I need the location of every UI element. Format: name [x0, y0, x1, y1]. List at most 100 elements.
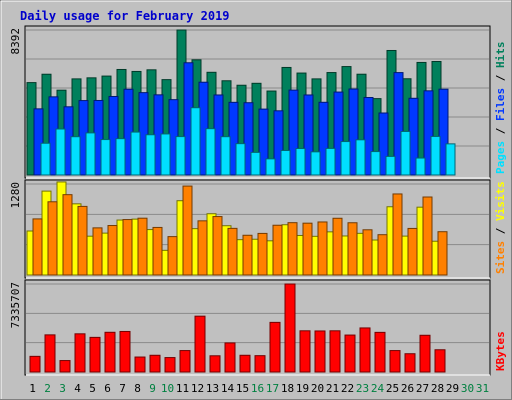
bar-pages-day-20 [325, 147, 336, 176]
bar-pages-day-19 [310, 151, 321, 176]
bar-kbytes-day-14 [224, 342, 236, 373]
bar-kbytes-day-16 [254, 355, 266, 373]
legend-item-sep: / [494, 221, 507, 241]
bar-kbytes-day-25 [389, 350, 401, 373]
bar-sites-day-19 [302, 222, 313, 276]
x-tick-label-day-25: 25 [386, 382, 399, 395]
bar-sites-day-11 [182, 185, 193, 276]
x-tick-label-day-20: 20 [311, 382, 324, 395]
bar-files-day-20 [318, 101, 329, 176]
bar-kbytes-day-10 [164, 357, 176, 373]
bar-sites-day-23 [362, 229, 373, 276]
x-tick-label-day-10: 10 [161, 382, 174, 395]
bar-sites-day-4 [77, 205, 88, 276]
x-tick-label-day-18: 18 [281, 382, 294, 395]
x-tick-label-day-17: 17 [266, 382, 279, 395]
bar-sites-day-15 [242, 234, 253, 276]
x-tick-label-day-9: 9 [149, 382, 156, 395]
legend-item-kbytes: KBytes [494, 331, 507, 371]
x-tick-label-day-7: 7 [119, 382, 126, 395]
x-tick-label-day-27: 27 [416, 382, 429, 395]
bar-sites-day-10 [167, 236, 178, 276]
bar-pages-day-17 [280, 149, 291, 176]
bar-pages-day-6 [115, 138, 126, 176]
bar-kbytes-day-2 [44, 334, 56, 373]
bar-sites-day-24 [377, 234, 388, 276]
bar-files-day-22 [348, 88, 359, 176]
bar-pages-day-23 [370, 151, 381, 176]
bar-files-day-24 [378, 112, 389, 176]
bar-kbytes-day-18 [284, 283, 296, 373]
x-tick-label-day-12: 12 [191, 382, 204, 395]
panel-visits-sites: 1280 Sites / Visits [9, 179, 507, 279]
bar-kbytes-day-26 [404, 353, 416, 373]
panel-kbytes: 7335707 KBytes [9, 279, 507, 376]
x-tick-label-day-24: 24 [371, 382, 385, 395]
bar-files-day-28 [438, 88, 449, 176]
bar-sites-day-28 [437, 231, 448, 276]
bar-kbytes-day-23 [359, 327, 371, 373]
y-max-label-kbytes: 7335707 [9, 282, 22, 328]
legend-item-hits: Hits [494, 42, 507, 69]
bar-pages-day-10 [175, 136, 186, 176]
legend-kbytes: KBytes [494, 331, 507, 371]
bar-files-day-25 [393, 72, 404, 176]
x-tick-label-day-23: 23 [356, 382, 369, 395]
x-tick-label-day-19: 19 [296, 382, 309, 395]
bar-sites-day-1 [32, 218, 43, 276]
bar-sites-day-27 [422, 196, 433, 276]
chart-title: Daily usage for February 2019 [20, 9, 230, 23]
bar-sites-day-7 [122, 219, 133, 276]
legend-visits-sites: Sites / Visits [494, 181, 507, 274]
bar-sites-day-12 [197, 220, 208, 276]
bar-pages-day-8 [145, 134, 156, 176]
bar-pages-day-11 [190, 107, 201, 176]
x-tick-label-day-26: 26 [401, 382, 414, 395]
bar-pages-day-27 [430, 135, 441, 176]
bar-kbytes-day-28 [434, 349, 446, 373]
bar-kbytes-day-4 [74, 333, 86, 373]
bar-kbytes-day-12 [194, 315, 206, 373]
x-tick-label-day-22: 22 [341, 382, 354, 395]
bar-pages-day-22 [355, 139, 366, 176]
x-tick-label-day-4: 4 [74, 382, 81, 395]
bar-sites-day-21 [332, 217, 343, 276]
x-tick-label-day-11: 11 [176, 382, 189, 395]
x-tick-label-day-15: 15 [236, 382, 249, 395]
bar-pages-day-15 [250, 151, 261, 176]
bar-sites-day-13 [212, 216, 223, 276]
bar-kbytes-day-21 [329, 330, 341, 373]
bar-files-day-21 [333, 91, 344, 176]
bar-files-day-6 [108, 95, 119, 176]
bar-kbytes-day-9 [149, 354, 161, 373]
bar-pages-day-18 [295, 148, 306, 176]
bar-sites-day-25 [392, 193, 403, 276]
bar-kbytes-day-17 [269, 321, 281, 373]
bar-sites-day-9 [152, 226, 163, 276]
legend-item-pages: Pages [494, 141, 507, 174]
bar-files-day-18 [288, 89, 299, 176]
bar-kbytes-day-19 [299, 330, 311, 373]
x-tick-label-day-28: 28 [431, 382, 444, 395]
x-tick-label-day-1: 1 [29, 382, 36, 395]
x-tick-label-day-13: 13 [206, 382, 219, 395]
bar-kbytes-day-3 [59, 360, 71, 373]
bar-pages-day-3 [70, 136, 81, 176]
bar-sites-day-20 [317, 221, 328, 276]
bar-files-day-19 [303, 94, 314, 176]
bar-kbytes-day-6 [104, 331, 116, 373]
bar-kbytes-day-22 [344, 334, 356, 373]
bar-kbytes-day-15 [239, 354, 251, 373]
x-tick-label-day-21: 21 [326, 382, 339, 395]
x-tick-label-day-2: 2 [44, 382, 51, 395]
y-max-label-visits-sites: 1280 [9, 182, 22, 209]
bar-sites-day-16 [257, 232, 268, 276]
bar-sites-day-18 [287, 222, 298, 276]
bar-files-day-16 [258, 108, 269, 176]
bar-kbytes-day-8 [134, 356, 146, 373]
bar-sites-day-3 [62, 194, 73, 276]
bar-kbytes-day-1 [29, 355, 41, 373]
panel-hits-files-pages: 8392 Pages / Files / Hits [9, 25, 507, 179]
legend-item-sep: / [494, 68, 507, 88]
